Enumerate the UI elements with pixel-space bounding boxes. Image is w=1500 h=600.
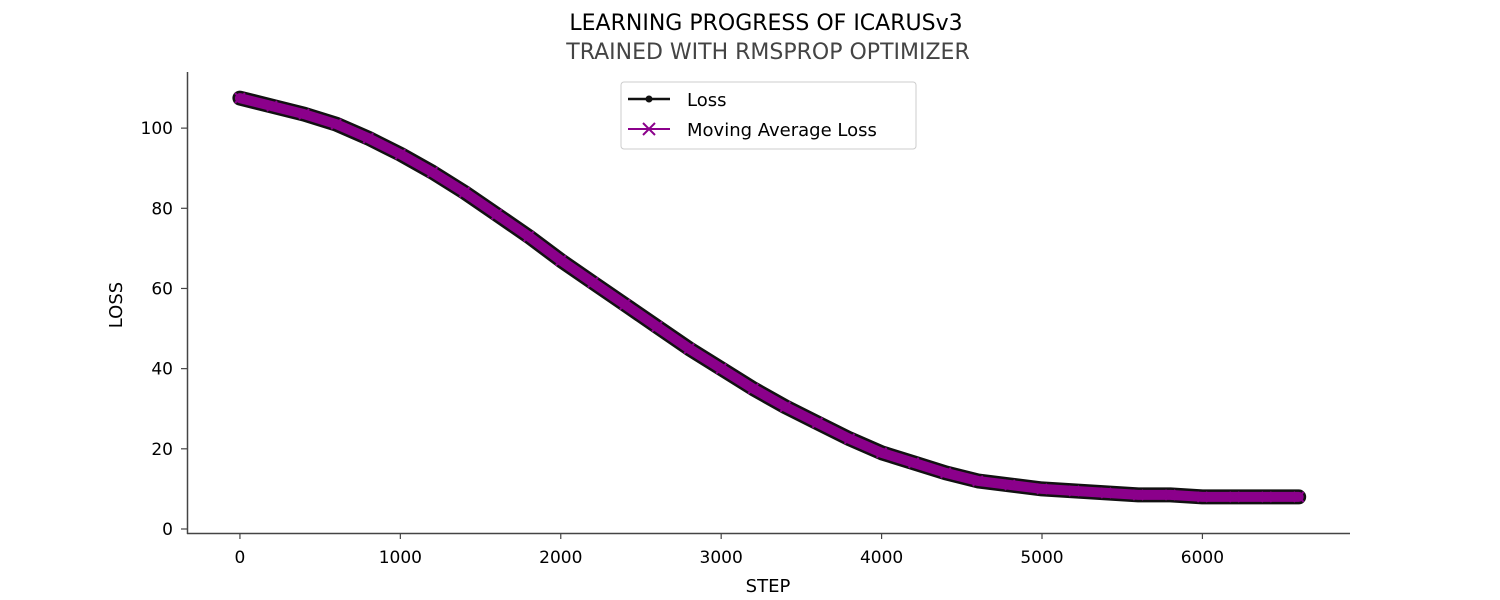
moving-average-point xyxy=(394,148,407,160)
moving-average-point xyxy=(1068,485,1080,497)
moving-average-point xyxy=(972,475,984,487)
moving-average-point xyxy=(362,132,374,144)
moving-average-point xyxy=(1100,487,1112,499)
moving-average-point xyxy=(1260,491,1273,503)
legend-moving-average-label: Moving Average Loss xyxy=(687,120,877,141)
chart-title: LEARNING PROGRESS OF ICARUSv3 xyxy=(569,11,962,36)
moving-average-point xyxy=(330,118,342,130)
y-tick-label: 20 xyxy=(151,440,173,460)
moving-average-point xyxy=(1036,483,1048,495)
legend-box xyxy=(620,81,917,150)
moving-average-point xyxy=(940,467,952,479)
legend-loss-marker xyxy=(645,95,653,103)
moving-average-point xyxy=(779,401,792,413)
moving-average-point xyxy=(1292,491,1305,503)
moving-average-point xyxy=(843,433,856,445)
moving-average-point xyxy=(1004,479,1016,491)
moving-average-point xyxy=(715,362,727,375)
x-tick-label: 5000 xyxy=(1020,548,1063,568)
moving-average-series-line xyxy=(234,93,1304,502)
legend-moving-average-marker xyxy=(642,122,656,136)
moving-average-point xyxy=(587,276,599,289)
chart-subtitle: TRAINED WITH RMSPROP OPTIMIZER xyxy=(565,40,969,65)
moving-average-point xyxy=(426,166,439,178)
x-tick-label: 4000 xyxy=(860,548,903,568)
moving-average-point xyxy=(1196,491,1209,503)
moving-average-point xyxy=(907,457,920,469)
y-tick-label: 40 xyxy=(151,360,173,380)
moving-average-point xyxy=(683,342,695,355)
x-tick-label: 0 xyxy=(235,548,246,568)
moving-average-point xyxy=(234,92,246,104)
moving-average-point xyxy=(1164,489,1177,501)
x-tick-label: 3000 xyxy=(700,548,743,568)
x-tick-label: 2000 xyxy=(539,548,582,568)
axis-ticks: 0 1000 2000 3000 4000 5000 6000 0 20 40 60 80 100 xyxy=(141,119,1225,568)
x-tick-label: 6000 xyxy=(1181,548,1224,568)
moving-average-point xyxy=(747,382,759,395)
y-tick-label: 0 xyxy=(162,520,173,540)
moving-average-point xyxy=(522,230,535,243)
moving-average-point xyxy=(298,108,310,120)
legend: Loss Moving Average Loss xyxy=(620,81,917,150)
x-tick-label: 1000 xyxy=(379,548,422,568)
moving-average-point xyxy=(811,417,824,429)
moving-average-point xyxy=(1228,491,1241,503)
plot-area xyxy=(232,90,1307,505)
y-tick-label: 100 xyxy=(141,119,173,139)
y-tick-label: 60 xyxy=(151,279,173,299)
moving-average-point xyxy=(555,254,567,267)
y-axis-label: LOSS xyxy=(106,282,127,328)
x-axis-label: STEP xyxy=(746,576,791,597)
y-tick-label: 80 xyxy=(151,199,173,219)
moving-average-point xyxy=(875,447,888,459)
moving-average-point xyxy=(490,208,503,221)
moving-average-point xyxy=(266,100,278,112)
moving-average-point xyxy=(1132,489,1144,501)
moving-average-point xyxy=(619,298,631,311)
legend-loss-label: Loss xyxy=(687,90,726,111)
moving-average-point xyxy=(458,186,471,198)
moving-average-point xyxy=(651,320,663,333)
